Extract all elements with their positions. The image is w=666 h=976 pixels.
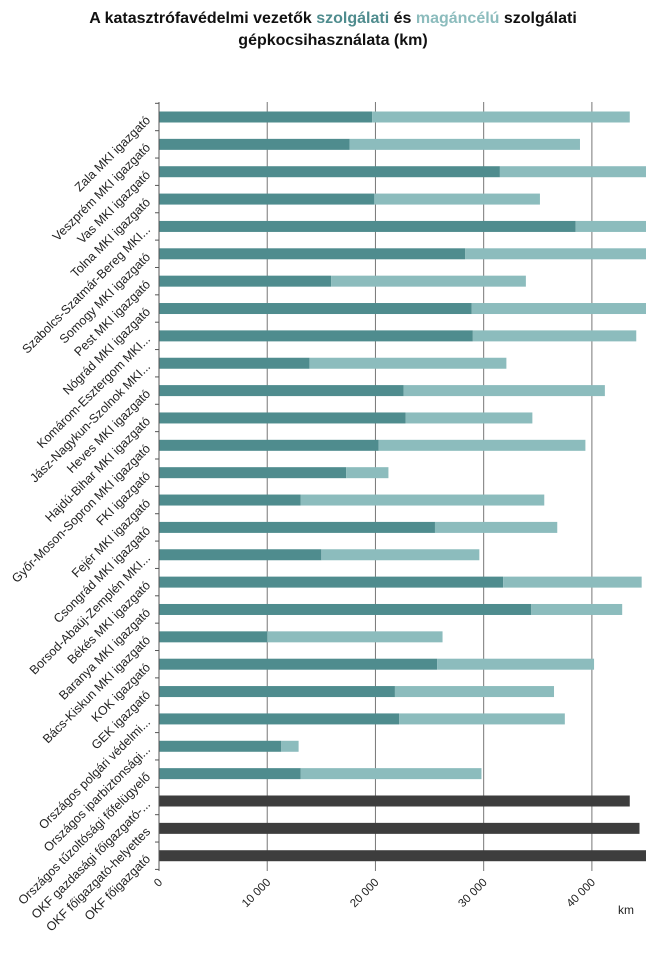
x-tick-labels: 0 10 000 20 000 30 000 40 000: [152, 877, 598, 910]
bar-private: [346, 467, 389, 479]
bar-official: [159, 330, 473, 342]
bar-official: [159, 631, 268, 643]
bar-private: [405, 412, 533, 424]
gridlines: [266, 102, 593, 871]
bar-official: [159, 768, 301, 780]
bar-private: [300, 768, 482, 780]
title-official-word: szolgálati: [316, 10, 390, 27]
title-part: A katasztrófavédelmi vezetők: [89, 10, 317, 27]
bar-official: [159, 740, 282, 752]
bar-official: [159, 576, 504, 588]
bar-private: [372, 111, 630, 123]
x-tick-label: 20 000: [348, 877, 381, 910]
bar-official: [159, 686, 395, 698]
title-part: gépkocsihasználata (km): [238, 32, 428, 49]
bar-official: [159, 220, 576, 232]
bars: [159, 111, 646, 862]
bar-private: [374, 193, 540, 205]
bar-private: [281, 740, 299, 752]
bar-total: [159, 850, 646, 862]
bar-private: [331, 275, 526, 287]
bar-private: [399, 713, 565, 725]
bar-official: [159, 467, 347, 479]
bar-official: [159, 193, 375, 205]
bar-official: [159, 248, 466, 260]
bar-private: [499, 166, 646, 178]
bar-official: [159, 412, 406, 424]
bar-private: [434, 521, 558, 533]
bar-private: [575, 220, 646, 232]
bar-official: [159, 275, 332, 287]
chart-title: A katasztrófavédelmi vezetők szolgálati …: [0, 8, 666, 52]
bar-official: [159, 303, 472, 315]
bar-official: [159, 713, 400, 725]
x-tick-label: 10 000: [240, 877, 273, 910]
bar-official: [159, 138, 350, 150]
title-part: és: [389, 10, 416, 27]
bar-private: [321, 549, 480, 561]
bar-official: [159, 494, 301, 506]
bar-official: [159, 111, 373, 123]
bar-private: [378, 439, 586, 451]
bar-private: [472, 330, 637, 342]
bar-official: [159, 439, 379, 451]
bar-official: [159, 357, 310, 369]
bar-private: [531, 603, 623, 615]
bar-private: [309, 357, 507, 369]
bar-official: [159, 521, 435, 533]
bar-private: [267, 631, 443, 643]
unit-label: km: [618, 903, 634, 917]
bar-private: [465, 248, 646, 260]
title-part: szolgálati: [499, 10, 577, 27]
bar-official: [159, 603, 532, 615]
title-private-word: magáncélú: [415, 10, 500, 27]
bar-private: [300, 494, 545, 506]
bar-official: [159, 166, 500, 178]
bar-official: [159, 658, 438, 670]
bar-total: [159, 795, 630, 807]
bar-private: [503, 576, 642, 588]
bar-private: [437, 658, 595, 670]
x-tick-label: 0: [152, 877, 165, 890]
bar-private: [471, 303, 646, 315]
x-tick-label: 40 000: [565, 877, 598, 910]
bar-total: [159, 822, 640, 834]
bar-official: [159, 385, 404, 397]
bar-official: [159, 549, 322, 561]
bar-private: [403, 385, 605, 397]
axes: [155, 102, 160, 871]
x-tick-label: 30 000: [456, 877, 489, 910]
bar-private: [349, 138, 580, 150]
bar-private: [394, 686, 555, 698]
